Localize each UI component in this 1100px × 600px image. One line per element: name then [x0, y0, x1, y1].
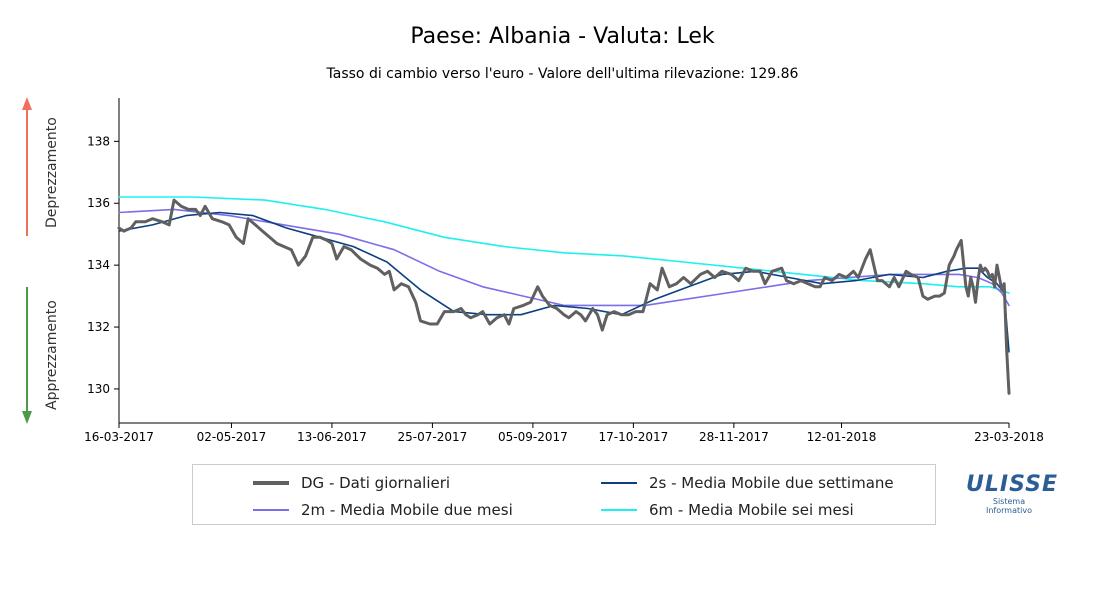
legend-label-dg: DG - Dati giornalieri [301, 474, 451, 492]
series-line-dg [117, 198, 1011, 395]
legend-swatch-ma6m [601, 509, 637, 511]
side-label-up: Deprezzamento [44, 117, 60, 228]
ulisse-logo: ULISSE Sistema Informativo [966, 472, 1059, 515]
legend-item-dg: DG - Dati giornalieri [253, 473, 450, 493]
series-line-ma2s [118, 211, 1010, 353]
logo-mark: ULISSE [966, 472, 1059, 497]
y-tick-label: 136 [87, 196, 110, 210]
x-tick-label: 25-07-2017 [398, 430, 468, 444]
x-tick-label: 05-09-2017 [498, 430, 568, 444]
series-line-ma2m [118, 208, 1010, 307]
side-label-down: Apprezzamento [44, 300, 60, 410]
logo-line-2: Informativo [986, 506, 1032, 515]
logo-subtitle: Sistema Informativo [966, 497, 1052, 515]
series-line-ma6m [118, 196, 1010, 294]
y-tick-label: 138 [87, 134, 110, 148]
legend-label-ma2m: 2m - Media Mobile due mesi [301, 501, 513, 519]
chart-subtitle: Tasso di cambio verso l'euro - Valore de… [326, 66, 799, 82]
legend: DG - Dati giornalieri 2s - Media Mobile … [192, 464, 936, 525]
legend-item-ma6m: 6m - Media Mobile sei mesi [601, 500, 854, 520]
x-tick-label: 16-03-2017 [84, 430, 154, 444]
x-tick-label: 13-06-2017 [297, 430, 367, 444]
x-tick-label: 12-01-2018 [807, 430, 877, 444]
legend-label-ma2s: 2s - Media Mobile due settimane [649, 474, 894, 492]
legend-swatch-ma2s [601, 482, 637, 484]
x-tick-label: 28-11-2017 [699, 430, 769, 444]
legend-label-ma6m: 6m - Media Mobile sei mesi [649, 501, 854, 519]
arrow-down-head-icon [22, 411, 32, 424]
legend-item-ma2s: 2s - Media Mobile due settimane [601, 473, 894, 493]
axes: 130 132 134 136 138 16-03-2017 02-05-2017 13-06… [84, 98, 1044, 444]
legend-swatch-dg [253, 481, 289, 485]
x-tick-label: 23-03-2018 [974, 430, 1044, 444]
arrow-up-head-icon [22, 97, 32, 110]
logo-line-1: Sistema [992, 497, 1026, 506]
y-tick-label: 130 [87, 382, 110, 396]
y-tick-label: 134 [87, 258, 110, 272]
legend-swatch-ma2m [253, 509, 289, 511]
x-tick-label: 02-05-2017 [197, 430, 267, 444]
chart-title: Paese: Albania - Valuta: Lek [410, 24, 715, 49]
side-annotations: Deprezzamento Apprezzamento [22, 97, 60, 424]
x-tick-label: 17-10-2017 [599, 430, 669, 444]
series-layer [117, 196, 1011, 395]
legend-item-ma2m: 2m - Media Mobile due mesi [253, 500, 513, 520]
y-tick-label: 132 [87, 320, 110, 334]
